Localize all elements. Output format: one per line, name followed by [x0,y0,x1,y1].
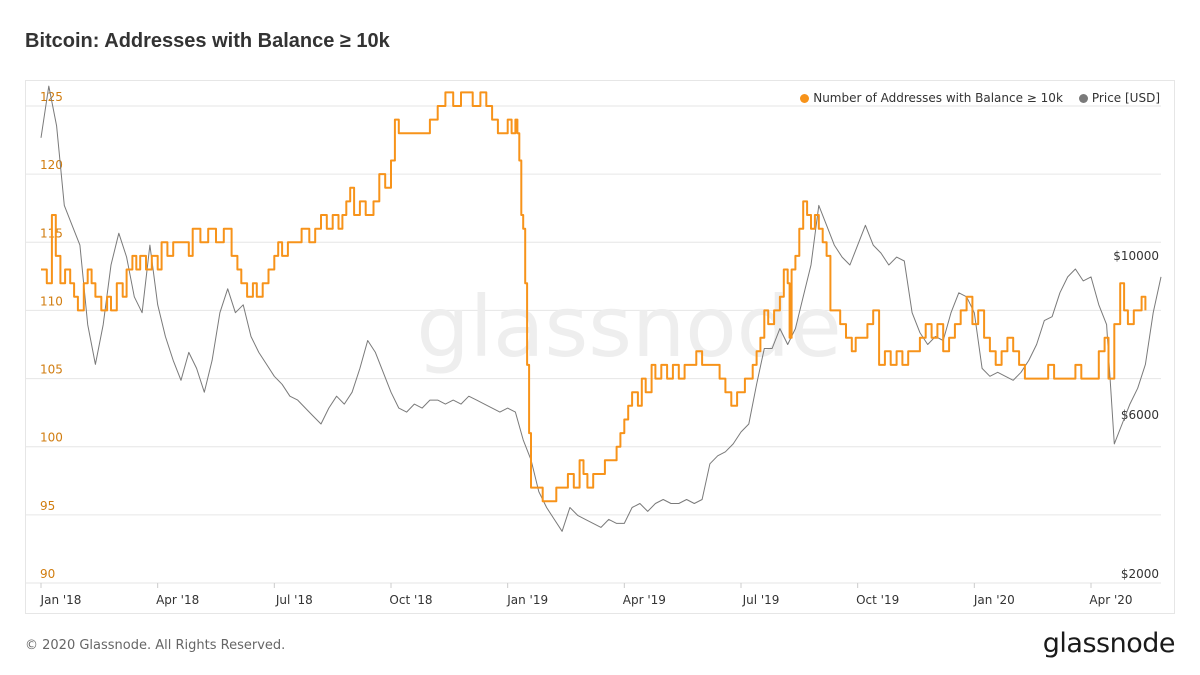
x-tick-label: Jan '19 [506,593,548,607]
legend-item-addresses[interactable]: Number of Addresses with Balance ≥ 10k [800,91,1063,105]
x-tick-label: Jul '19 [742,593,780,607]
x-tick-label: Oct '19 [856,593,899,607]
x-tick-label: Jan '18 [40,593,82,607]
legend-item-price[interactable]: Price [USD] [1078,91,1160,105]
copyright-text: © 2020 Glassnode. All Rights Reserved. [25,638,286,653]
series-line-price [40,85,1162,532]
right-tick-label: $10000 [1113,249,1159,263]
brand-logo: glassnode [1042,628,1176,659]
left-tick-label: 90 [40,567,55,581]
left-tick-label: 110 [40,294,63,308]
x-tick-label: Apr '19 [623,593,666,607]
watermark-text: glassnode [416,278,841,376]
chart-container: glassnode 90 95 100 105 110 115 120 125 $2000 $6… [25,80,1175,614]
chart-legend[interactable]: Number of Addresses with Balance ≥ 10k P… [800,91,1160,105]
left-tick-label: 100 [40,431,63,445]
legend-label-addresses: Number of Addresses with Balance ≥ 10k [813,91,1063,105]
x-axis-ticks: Jan '18 Apr '18 Jul '18 Oct '18 Jan '19 Apr '… [40,583,1133,607]
series-line-addresses [41,91,1147,503]
x-tick-label: Apr '18 [156,593,199,607]
right-tick-label: $2000 [1121,567,1159,581]
x-tick-label: Jan '20 [973,593,1015,607]
right-axis-ticks: $2000 $6000 $10000 [1113,249,1159,581]
legend-dot-price [1078,93,1088,103]
x-tick-label: Oct '18 [389,593,432,607]
series-layer [40,85,1162,532]
x-tick-label: Apr '20 [1089,593,1132,607]
left-tick-label: 120 [40,158,63,172]
left-tick-label: 125 [40,90,63,104]
page-title: Bitcoin: Addresses with Balance ≥ 10k [25,30,390,52]
left-tick-label: 105 [40,363,63,377]
legend-label-price: Price [USD] [1091,91,1160,105]
left-tick-label: 95 [40,499,55,513]
x-tick-label: Jul '18 [275,593,313,607]
right-tick-label: $6000 [1121,408,1159,422]
legend-dot-addresses [800,93,810,103]
